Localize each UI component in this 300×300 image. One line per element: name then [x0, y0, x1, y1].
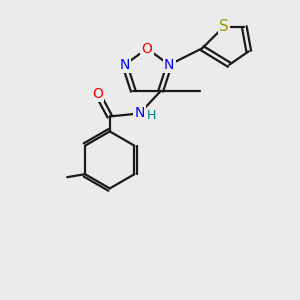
Text: O: O — [142, 42, 152, 56]
Text: N: N — [120, 58, 130, 72]
Text: N: N — [164, 58, 174, 72]
Text: H: H — [146, 109, 156, 122]
Text: N: N — [135, 106, 145, 120]
Text: S: S — [219, 19, 229, 34]
Text: O: O — [92, 87, 103, 101]
